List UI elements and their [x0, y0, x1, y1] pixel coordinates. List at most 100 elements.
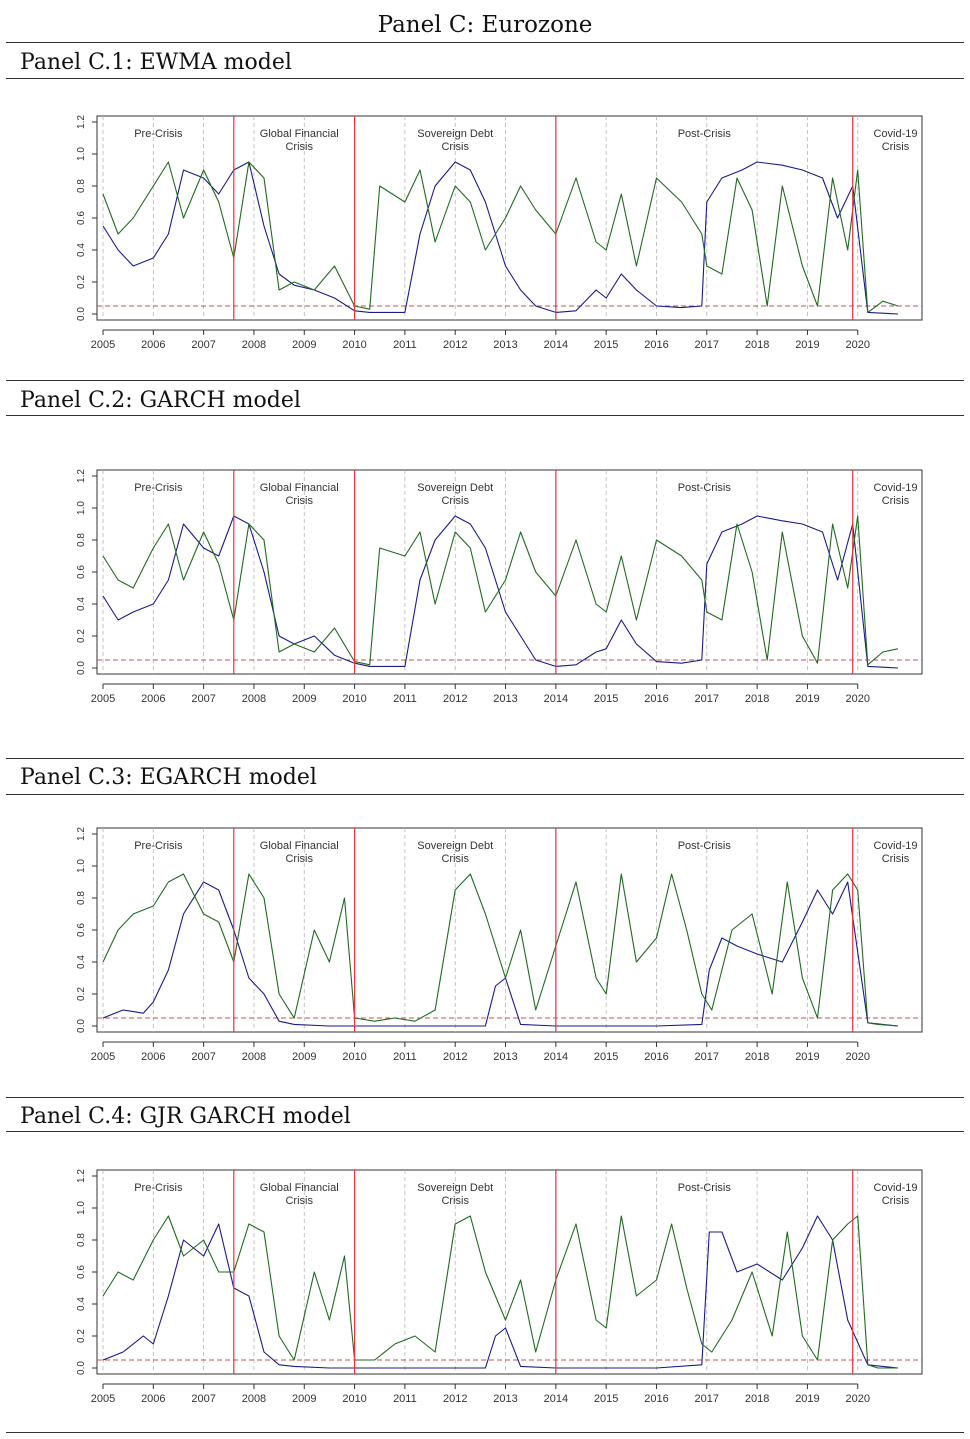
- section-rule-c2: [6, 380, 964, 381]
- x-tick-label: 2005: [91, 693, 115, 705]
- x-tick-label: 2014: [544, 1393, 568, 1405]
- period-label: Covid-19: [873, 482, 917, 494]
- panel-rule-c2: [6, 415, 964, 416]
- panel-rule-c3: [6, 794, 964, 795]
- chart-c1: 0.0 0.2 0.4 0.6 0.8 1.0 1.2 2005 2006 2007 2008 200…: [76, 115, 923, 351]
- x-tick-label: 2007: [191, 339, 215, 351]
- period-label: Global Financial: [260, 840, 339, 852]
- period-label: Covid-19: [873, 1182, 917, 1194]
- x-tick-label: 2018: [745, 1051, 769, 1063]
- plot-frame: [96, 115, 923, 321]
- series-line-blue: [102, 1215, 899, 1369]
- x-tick-label: 2008: [242, 1393, 266, 1405]
- plot-frame: [96, 469, 923, 675]
- x-tick-label: 2010: [342, 1051, 366, 1063]
- x-tick-label: 2009: [292, 339, 316, 351]
- y-tick-label: 0.8: [76, 1233, 87, 1247]
- series-line-blue: [102, 515, 899, 669]
- x-tick-label: 2019: [795, 1393, 819, 1405]
- top-rule: [6, 42, 964, 43]
- x-tick-label: 2015: [594, 1051, 618, 1063]
- x-tick-label: 2007: [191, 693, 215, 705]
- x-tick-label: 2006: [141, 1051, 165, 1063]
- panel-title-c4: Panel C.4: GJR GARCH model: [20, 1104, 351, 1129]
- x-tick-label: 2012: [443, 693, 467, 705]
- period-label: Covid-19: [873, 840, 917, 852]
- y-tick-label: 0.0: [76, 1361, 87, 1375]
- x-tick-label: 2018: [745, 339, 769, 351]
- x-tick-label: 2015: [594, 339, 618, 351]
- period-label-line2: Crisis: [882, 1195, 910, 1207]
- x-tick-label: 2017: [695, 339, 719, 351]
- y-tick-label: 0.8: [76, 891, 87, 905]
- y-tick-label: 0.4: [76, 597, 87, 611]
- x-tick-label: 2009: [292, 693, 316, 705]
- y-tick-label: 1.2: [76, 1169, 87, 1183]
- x-tick-label: 2012: [443, 1051, 467, 1063]
- x-tick-label: 2011: [393, 339, 417, 351]
- section-rule-c3: [6, 758, 964, 759]
- x-tick-label: 2014: [544, 693, 568, 705]
- y-tick-label: 0.4: [76, 1297, 87, 1311]
- x-tick-label: 2009: [292, 1393, 316, 1405]
- x-tick-label: 2006: [141, 1393, 165, 1405]
- chart-c2: 0.0 0.2 0.4 0.6 0.8 1.0 1.2 2005 2006 2007 2008 200…: [76, 469, 923, 705]
- x-tick-label: 2016: [644, 693, 668, 705]
- period-label: Post-Crisis: [678, 840, 732, 852]
- x-tick-label: 2012: [443, 339, 467, 351]
- period-label: Global Financial: [260, 482, 339, 494]
- y-tick-label: 1.0: [76, 1201, 87, 1215]
- y-tick-label: 1.2: [76, 827, 87, 841]
- x-tick-label: 2014: [544, 339, 568, 351]
- x-tick-label: 2005: [91, 1393, 115, 1405]
- x-tick-label: 2006: [141, 339, 165, 351]
- panel-title-c2: Panel C.2: GARCH model: [20, 388, 301, 413]
- y-tick-label: 1.0: [76, 147, 87, 161]
- x-tick-label: 2011: [393, 693, 417, 705]
- period-label-line2: Crisis: [285, 495, 313, 507]
- y-tick-label: 1.0: [76, 501, 87, 515]
- series-line-green: [102, 1215, 898, 1369]
- x-tick-label: 2009: [292, 1051, 316, 1063]
- y-tick-label: 0.2: [76, 275, 87, 289]
- period-label-line2: Crisis: [285, 141, 313, 153]
- x-tick-label: 2005: [91, 339, 115, 351]
- panel-title-c1: Panel C.1: EWMA model: [20, 50, 292, 75]
- y-tick-label: 0.2: [76, 629, 87, 643]
- y-tick-label: 0.6: [76, 565, 87, 579]
- y-tick-label: 0.2: [76, 987, 87, 1001]
- period-label: Covid-19: [873, 128, 917, 140]
- period-label: Pre-Crisis: [134, 1182, 183, 1194]
- period-label: Global Financial: [260, 1182, 339, 1194]
- x-tick-label: 2007: [191, 1393, 215, 1405]
- x-tick-label: 2008: [242, 693, 266, 705]
- period-label-line2: Crisis: [285, 853, 313, 865]
- y-tick-label: 0.0: [76, 661, 87, 675]
- x-tick-label: 2020: [846, 339, 870, 351]
- period-label-line2: Crisis: [882, 853, 910, 865]
- y-tick-label: 0.4: [76, 955, 87, 969]
- period-label: Sovereign Debt: [417, 482, 493, 494]
- x-tick-label: 2018: [745, 693, 769, 705]
- y-tick-label: 1.0: [76, 859, 87, 873]
- x-tick-label: 2013: [493, 339, 517, 351]
- x-tick-label: 2015: [594, 1393, 618, 1405]
- y-tick-label: 0.0: [76, 307, 87, 321]
- y-tick-label: 0.8: [76, 179, 87, 193]
- x-tick-label: 2008: [242, 1051, 266, 1063]
- x-tick-label: 2017: [695, 693, 719, 705]
- period-label: Post-Crisis: [678, 128, 732, 140]
- period-label: Sovereign Debt: [417, 840, 493, 852]
- y-tick-label: 0.6: [76, 211, 87, 225]
- period-label: Pre-Crisis: [134, 482, 183, 494]
- period-label: Post-Crisis: [678, 482, 732, 494]
- x-tick-label: 2008: [242, 339, 266, 351]
- panel-rule-c1: [6, 78, 964, 79]
- x-tick-label: 2011: [393, 1393, 417, 1405]
- plot-frame: [96, 1169, 923, 1375]
- x-tick-label: 2010: [342, 339, 366, 351]
- y-tick-label: 0.4: [76, 243, 87, 257]
- x-tick-label: 2010: [342, 1393, 366, 1405]
- period-label: Pre-Crisis: [134, 128, 183, 140]
- x-tick-label: 2020: [846, 1393, 870, 1405]
